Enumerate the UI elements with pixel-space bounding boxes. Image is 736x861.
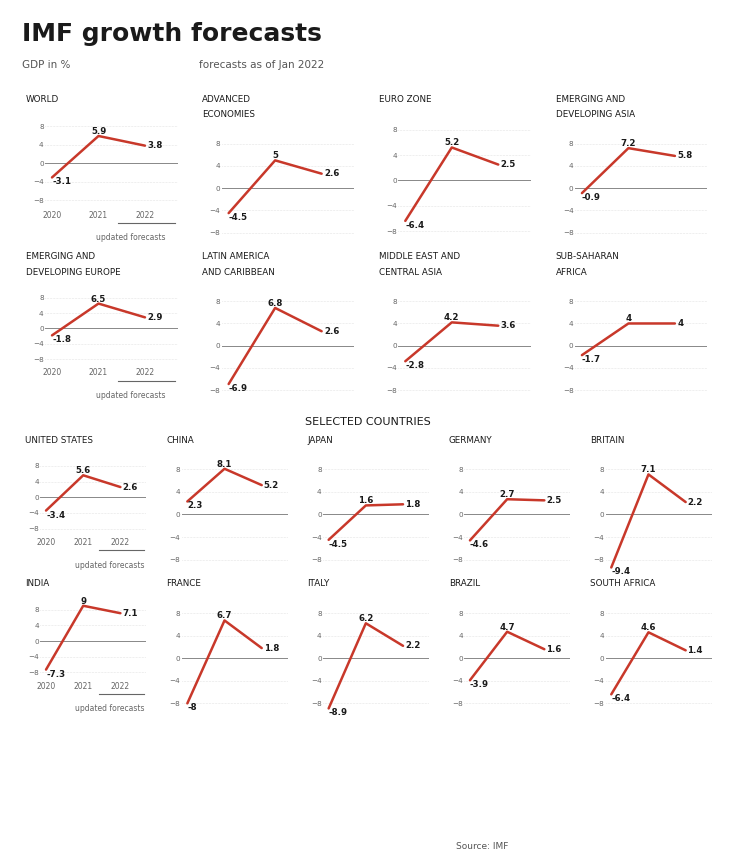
Text: DEVELOPING ASIA: DEVELOPING ASIA xyxy=(556,110,634,119)
Text: updated forecasts: updated forecasts xyxy=(74,704,144,713)
Text: 1.6: 1.6 xyxy=(546,645,562,653)
Text: -6.4: -6.4 xyxy=(612,694,631,703)
Text: 5.9: 5.9 xyxy=(91,127,106,136)
Text: 4.6: 4.6 xyxy=(641,623,657,632)
Text: 1.8: 1.8 xyxy=(405,499,420,509)
Text: GDP in %: GDP in % xyxy=(22,60,71,71)
Text: 2.6: 2.6 xyxy=(324,170,339,178)
Text: updated forecasts: updated forecasts xyxy=(96,233,166,242)
Text: EMERGING AND: EMERGING AND xyxy=(556,95,625,103)
Text: 4.7: 4.7 xyxy=(499,623,515,632)
Text: 7.1: 7.1 xyxy=(641,466,657,474)
Text: -4.5: -4.5 xyxy=(329,540,347,548)
Text: 8.1: 8.1 xyxy=(217,460,233,468)
Text: INDIA: INDIA xyxy=(25,579,49,588)
Text: -1.8: -1.8 xyxy=(52,336,71,344)
Text: 5: 5 xyxy=(272,152,278,160)
Text: updated forecasts: updated forecasts xyxy=(96,391,166,400)
Text: ECONOMIES: ECONOMIES xyxy=(202,110,255,119)
Text: EURO ZONE: EURO ZONE xyxy=(379,95,431,103)
Text: updated forecasts: updated forecasts xyxy=(74,561,144,569)
Text: -3.9: -3.9 xyxy=(470,680,489,689)
Text: 9: 9 xyxy=(80,597,86,606)
Text: 2.9: 2.9 xyxy=(147,313,163,322)
Text: 7.1: 7.1 xyxy=(122,609,138,617)
Text: 3.8: 3.8 xyxy=(147,141,163,150)
Text: -8.9: -8.9 xyxy=(329,709,347,717)
Text: UNITED STATES: UNITED STATES xyxy=(25,436,93,444)
Text: 5.8: 5.8 xyxy=(677,152,693,160)
Text: -3.4: -3.4 xyxy=(46,511,66,519)
Text: 4.2: 4.2 xyxy=(444,313,459,322)
Text: 5.2: 5.2 xyxy=(444,139,459,147)
Text: 4: 4 xyxy=(677,319,683,328)
Text: SUB-SAHARAN: SUB-SAHARAN xyxy=(556,252,619,261)
Text: BRITAIN: BRITAIN xyxy=(590,436,625,444)
Text: 6.8: 6.8 xyxy=(267,299,283,308)
Text: FRANCE: FRANCE xyxy=(166,579,201,588)
Text: BRAZIL: BRAZIL xyxy=(449,579,480,588)
Text: -4.5: -4.5 xyxy=(229,214,247,222)
Text: 3.6: 3.6 xyxy=(500,321,516,331)
Text: Source: IMF: Source: IMF xyxy=(456,842,509,851)
Text: AFRICA: AFRICA xyxy=(556,268,587,276)
Text: 2.6: 2.6 xyxy=(122,482,138,492)
Text: AFP: AFP xyxy=(665,836,693,850)
Text: DEVELOPING EUROPE: DEVELOPING EUROPE xyxy=(26,268,120,276)
Text: GERMANY: GERMANY xyxy=(449,436,492,444)
Text: IMF growth forecasts: IMF growth forecasts xyxy=(22,22,322,46)
Text: 2.3: 2.3 xyxy=(188,501,202,511)
Text: 2.2: 2.2 xyxy=(687,498,703,506)
Text: 6.7: 6.7 xyxy=(217,611,233,621)
Text: -8: -8 xyxy=(188,703,197,712)
Text: 6.2: 6.2 xyxy=(358,614,374,623)
Text: -4.6: -4.6 xyxy=(470,541,489,549)
Text: forecasts as of Jan 2022: forecasts as of Jan 2022 xyxy=(199,60,324,71)
Text: 6.5: 6.5 xyxy=(91,294,106,304)
Text: SOUTH AFRICA: SOUTH AFRICA xyxy=(590,579,656,588)
Text: 2.2: 2.2 xyxy=(405,641,420,650)
Text: JAPAN: JAPAN xyxy=(308,436,333,444)
Text: 4: 4 xyxy=(626,314,631,324)
Text: 2.7: 2.7 xyxy=(500,490,515,499)
Text: MIDDLE EAST AND: MIDDLE EAST AND xyxy=(379,252,460,261)
Text: WORLD: WORLD xyxy=(26,95,59,103)
Text: 2.5: 2.5 xyxy=(546,496,562,505)
Text: -1.7: -1.7 xyxy=(582,355,601,364)
Text: 2.6: 2.6 xyxy=(324,327,339,336)
Text: AND CARIBBEAN: AND CARIBBEAN xyxy=(202,268,275,276)
Text: 7.2: 7.2 xyxy=(620,139,636,148)
Text: ADVANCED: ADVANCED xyxy=(202,95,251,103)
Text: LATIN AMERICA: LATIN AMERICA xyxy=(202,252,269,261)
Text: -6.9: -6.9 xyxy=(229,384,247,393)
Text: -6.4: -6.4 xyxy=(406,221,425,230)
Text: 5.6: 5.6 xyxy=(76,467,91,475)
Text: 1.8: 1.8 xyxy=(263,643,279,653)
Text: 2.5: 2.5 xyxy=(500,160,516,169)
Text: CHINA: CHINA xyxy=(166,436,194,444)
Text: -9.4: -9.4 xyxy=(612,567,631,577)
Text: 1.4: 1.4 xyxy=(687,646,703,655)
Text: -7.3: -7.3 xyxy=(46,670,66,678)
Text: CENTRAL ASIA: CENTRAL ASIA xyxy=(379,268,442,276)
Text: -0.9: -0.9 xyxy=(582,193,601,202)
Text: -2.8: -2.8 xyxy=(406,362,424,370)
Text: -3.1: -3.1 xyxy=(52,177,71,187)
Text: SELECTED COUNTRIES: SELECTED COUNTRIES xyxy=(305,417,431,427)
Text: 5.2: 5.2 xyxy=(263,480,279,490)
Text: EMERGING AND: EMERGING AND xyxy=(26,252,95,261)
Text: 1.6: 1.6 xyxy=(358,497,374,505)
Text: ITALY: ITALY xyxy=(308,579,330,588)
